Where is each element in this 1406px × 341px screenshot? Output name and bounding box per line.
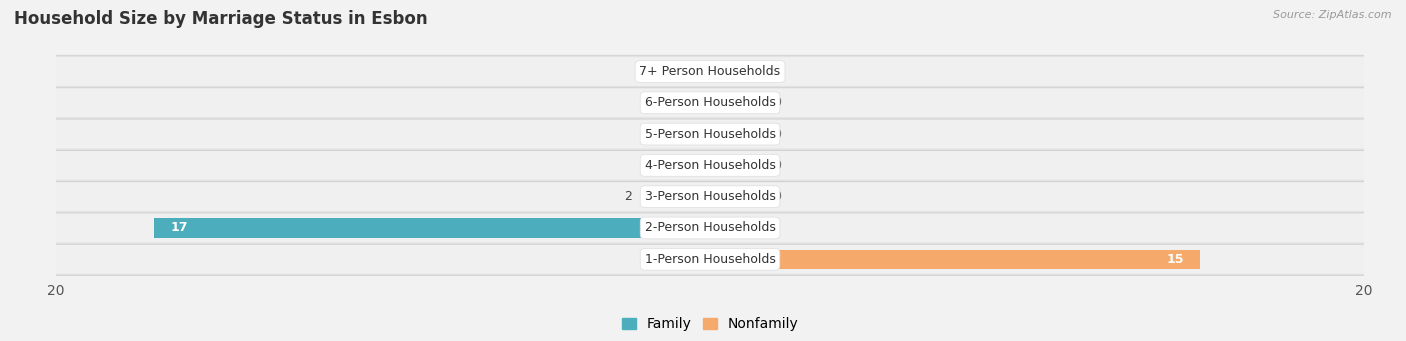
- FancyBboxPatch shape: [30, 182, 1391, 211]
- Text: 2: 2: [624, 190, 631, 203]
- FancyBboxPatch shape: [22, 149, 1398, 182]
- Text: 2-Person Households: 2-Person Households: [644, 222, 776, 235]
- Text: 0: 0: [640, 65, 647, 78]
- Text: 15: 15: [1167, 253, 1184, 266]
- Bar: [657, 62, 710, 81]
- Bar: [657, 93, 710, 113]
- Bar: [710, 124, 763, 144]
- Text: 0: 0: [773, 159, 780, 172]
- FancyBboxPatch shape: [30, 151, 1391, 180]
- Text: 17: 17: [170, 222, 188, 235]
- Text: 1-Person Households: 1-Person Households: [644, 253, 776, 266]
- Text: 0: 0: [640, 253, 647, 266]
- Text: 0: 0: [640, 128, 647, 140]
- Bar: [155, 218, 710, 238]
- FancyBboxPatch shape: [30, 57, 1391, 86]
- FancyBboxPatch shape: [30, 120, 1391, 148]
- FancyBboxPatch shape: [30, 245, 1391, 274]
- Text: 3-Person Households: 3-Person Households: [644, 190, 776, 203]
- Text: 0: 0: [773, 190, 780, 203]
- Bar: [644, 187, 710, 206]
- Text: 0: 0: [773, 128, 780, 140]
- Text: 1: 1: [756, 222, 763, 235]
- Bar: [710, 218, 742, 238]
- Bar: [710, 187, 763, 206]
- FancyBboxPatch shape: [22, 55, 1398, 88]
- Text: Household Size by Marriage Status in Esbon: Household Size by Marriage Status in Esb…: [14, 10, 427, 28]
- FancyBboxPatch shape: [22, 87, 1398, 119]
- Text: Source: ZipAtlas.com: Source: ZipAtlas.com: [1274, 10, 1392, 20]
- Bar: [710, 93, 763, 113]
- FancyBboxPatch shape: [22, 180, 1398, 213]
- FancyBboxPatch shape: [30, 88, 1391, 117]
- Text: 0: 0: [773, 96, 780, 109]
- Text: 0: 0: [773, 65, 780, 78]
- Bar: [657, 250, 710, 269]
- Legend: Family, Nonfamily: Family, Nonfamily: [616, 312, 804, 337]
- FancyBboxPatch shape: [22, 212, 1398, 244]
- Text: 6-Person Households: 6-Person Households: [644, 96, 776, 109]
- Text: 4-Person Households: 4-Person Households: [644, 159, 776, 172]
- Text: 7+ Person Households: 7+ Person Households: [640, 65, 780, 78]
- FancyBboxPatch shape: [22, 118, 1398, 150]
- FancyBboxPatch shape: [30, 213, 1391, 242]
- Text: 0: 0: [640, 96, 647, 109]
- Bar: [710, 156, 763, 175]
- Bar: [710, 250, 1201, 269]
- FancyBboxPatch shape: [22, 243, 1398, 276]
- Text: 5-Person Households: 5-Person Households: [644, 128, 776, 140]
- Text: 0: 0: [640, 159, 647, 172]
- Bar: [657, 156, 710, 175]
- Bar: [710, 62, 763, 81]
- Bar: [657, 124, 710, 144]
